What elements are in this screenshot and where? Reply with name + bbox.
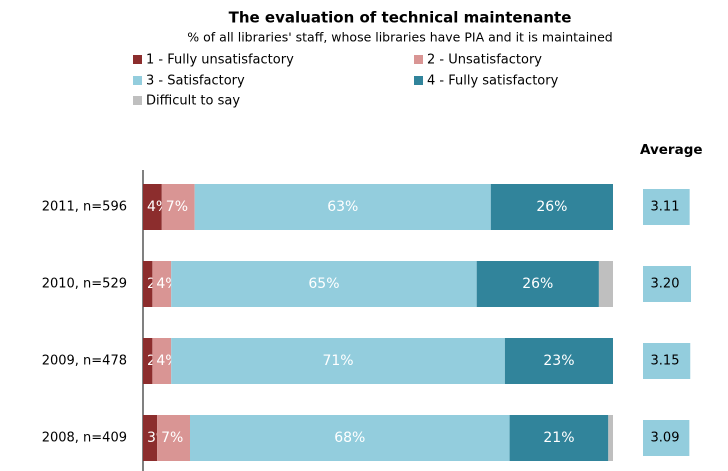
legend-swatch xyxy=(133,96,142,105)
legend-label: 4 - Fully satisfactory xyxy=(427,74,559,89)
category-label: 2009, n=478 xyxy=(42,354,127,369)
data-label: 21% xyxy=(543,430,574,446)
bar-segment xyxy=(143,261,153,307)
legend-swatch xyxy=(133,55,142,64)
bar-segment xyxy=(509,415,609,461)
category-label: 2008, n=409 xyxy=(42,431,127,446)
legend-label: 3 - Satisfactory xyxy=(146,74,245,89)
average-label: 3.09 xyxy=(651,431,680,446)
average-bar xyxy=(643,266,691,302)
bar-segment xyxy=(171,338,505,384)
average-label: 3.15 xyxy=(651,354,680,369)
bar-segment xyxy=(476,261,599,307)
chart-subtitle: % of all libraries' staff, whose librari… xyxy=(187,30,612,45)
bar-segment xyxy=(608,415,613,461)
legend-swatch xyxy=(414,55,423,64)
bar-segment xyxy=(190,415,510,461)
data-label: 71% xyxy=(322,353,353,369)
bar-segment xyxy=(490,184,613,230)
average-label: 3.20 xyxy=(651,277,680,292)
data-label: 65% xyxy=(308,276,339,292)
legend-swatch xyxy=(414,76,423,85)
average-title: Average xyxy=(640,142,703,158)
bar-segment xyxy=(157,415,190,461)
chart-title: The evaluation of technical maintenante xyxy=(229,9,572,27)
legend-label: 2 - Unsatisfactory xyxy=(427,53,542,68)
data-label: 68% xyxy=(334,430,365,446)
legend-swatch xyxy=(133,76,142,85)
bar-segment xyxy=(504,338,613,384)
average-label: 3.11 xyxy=(651,200,680,215)
average-bar xyxy=(643,189,690,225)
bar-segment xyxy=(143,415,158,461)
legend-label: Difficult to say xyxy=(146,94,240,109)
bar-segment xyxy=(161,184,195,230)
data-label: 26% xyxy=(536,199,567,215)
bar-segment xyxy=(598,261,613,307)
data-label: 7% xyxy=(166,199,188,215)
bar-segment xyxy=(152,261,172,307)
data-label: 63% xyxy=(327,199,358,215)
bar-segment xyxy=(194,184,491,230)
bar-segment xyxy=(143,184,162,230)
average-bar xyxy=(643,420,690,456)
average-bar xyxy=(643,343,691,379)
data-label: 7% xyxy=(161,430,183,446)
bar-segment xyxy=(152,338,172,384)
bar-segment xyxy=(171,261,477,307)
data-label: 26% xyxy=(522,276,553,292)
category-label: 2010, n=529 xyxy=(42,277,127,292)
data-label: 23% xyxy=(543,353,574,369)
category-label: 2011, n=596 xyxy=(42,200,127,215)
legend-label: 1 - Fully unsatisfactory xyxy=(146,53,294,68)
bar-segment xyxy=(143,338,153,384)
